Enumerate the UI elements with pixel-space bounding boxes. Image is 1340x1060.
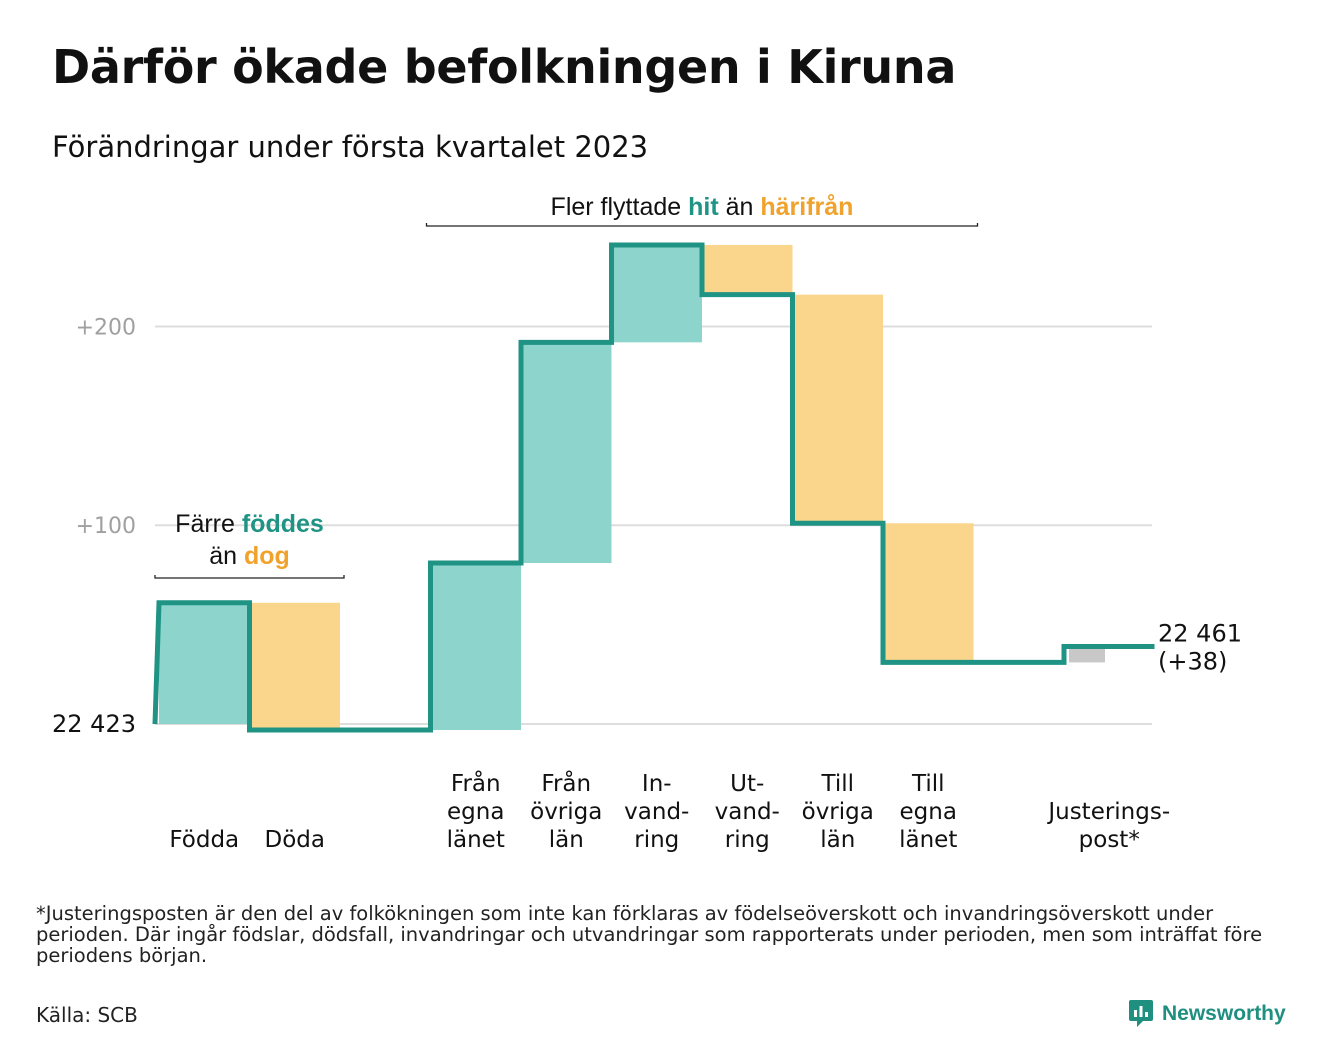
annotation-span: än (719, 193, 761, 221)
category-label: vand- (715, 799, 780, 825)
start-value-label: 22 423 (52, 710, 136, 738)
category-label: Ut- (730, 771, 764, 797)
waterfall-bar (430, 563, 521, 730)
step-line-group (152, 242, 1155, 733)
end-change-label: (+38) (1158, 648, 1227, 676)
annotation-bracket (425, 223, 979, 227)
annotation-span: Fler flyttade (551, 193, 689, 221)
waterfall-bar (792, 294, 883, 524)
annotation-span: hit (688, 193, 719, 221)
waterfall-bar (883, 523, 974, 663)
brand-name: Newsworthy (1162, 1002, 1286, 1025)
category-label: Från (451, 769, 501, 797)
waterfall-bar (611, 244, 702, 343)
category-label: Till (820, 771, 854, 797)
category-label: övriga (530, 799, 602, 825)
waterfall-bar (702, 244, 793, 295)
end-value-label: 22 461 (1158, 620, 1242, 648)
waterfall-bar (159, 602, 250, 725)
category-label: länet (447, 827, 505, 853)
category-label: ring (634, 827, 679, 853)
category-label: Födda (169, 827, 239, 853)
annotation-text: Fler flyttade hit än härifrån (551, 193, 854, 221)
category-label: egna (447, 799, 504, 825)
annotation-bracket (154, 575, 345, 579)
category-label: län (820, 827, 855, 853)
annotation-text: Färre föddes (175, 510, 324, 538)
y-tick-label: +100 (76, 514, 136, 539)
category-label: Döda (265, 827, 325, 853)
annotation-span: föddes (242, 510, 324, 538)
y-tick-label: +200 (76, 315, 136, 340)
category-label: post* (1079, 827, 1140, 853)
annotation-span: Färre (175, 510, 242, 538)
category-label: Till (911, 771, 945, 797)
annotation-span: än (209, 542, 244, 570)
footnote: *Justeringsposten är den del av folkökni… (36, 902, 1263, 967)
bars (159, 244, 1105, 730)
category-label: vand- (624, 799, 689, 825)
waterfall-bar (1069, 646, 1105, 663)
category-label: In- (642, 771, 672, 797)
annotation-span: dog (244, 542, 290, 570)
chart-title: Därför ökade befolkningen i Kiruna (52, 40, 957, 94)
newsworthy-logo-icon (1129, 1000, 1153, 1027)
annotation-text: än dog (209, 542, 290, 570)
brand-logo: Newsworthy (1128, 998, 1286, 1030)
chart-subtitle: Förändringar under första kvartalet 2023 (52, 130, 649, 164)
waterfall-bar (521, 342, 612, 564)
category-label: ring (725, 827, 770, 853)
waterfall-bar (249, 602, 340, 730)
category-label: Från (541, 769, 591, 797)
category-label: övriga (802, 799, 874, 825)
source-credit: Källa: SCB (36, 1003, 138, 1027)
step-line (152, 242, 1155, 733)
category-label: Justerings- (1046, 799, 1170, 825)
category-label: länet (899, 827, 957, 853)
category-label: län (549, 827, 584, 853)
annotation-span: härifrån (760, 193, 853, 221)
category-label: egna (900, 799, 957, 825)
